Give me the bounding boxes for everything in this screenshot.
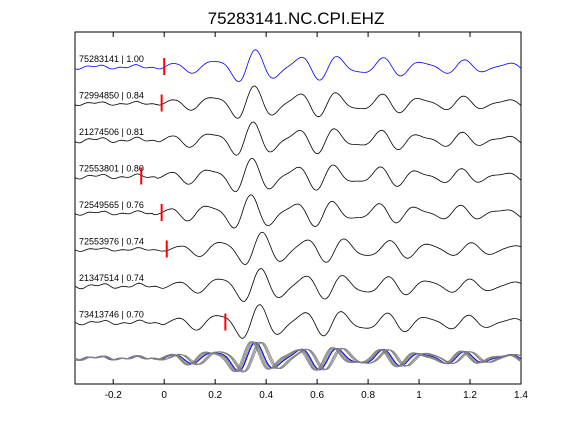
trace-label-5: 72553976 | 0.74 [79, 237, 144, 247]
trace-line-7 [74, 304, 522, 339]
trace-label-4: 72549565 | 0.76 [79, 200, 144, 210]
trace-line-4 [74, 194, 522, 229]
trace-line-3 [74, 157, 522, 193]
trace-label-6: 21347514 | 0.74 [79, 273, 144, 283]
trace-label-7: 73413746 | 0.70 [79, 310, 144, 320]
x-tick-label-5: 0.8 [361, 390, 375, 401]
x-tick-label-7: 1.2 [463, 390, 477, 401]
x-tick-label-0: -0.2 [105, 390, 123, 401]
trace-label-3: 72553801 | 0.80 [79, 164, 144, 174]
trace-line-1 [74, 85, 522, 119]
x-axis: -0.2 0 0.2 0.4 0.6 0.8 1 1.2 1.4 [105, 32, 528, 401]
trace-label-0: 75283141 | 1.00 [79, 54, 144, 64]
stack-line-7 [74, 341, 522, 373]
trace-label-1: 72994850 | 0.84 [79, 91, 144, 101]
stack-overlay [74, 341, 522, 373]
x-tick-label-3: 0.4 [259, 390, 273, 401]
trace-group: 75283141 | 1.00 72994850 | 0.84 21274506 |… [74, 49, 522, 339]
chart-title: 75283141.NC.CPI.EHZ [208, 9, 385, 28]
trace-line-0 [74, 49, 522, 82]
x-tick-label-1: 0 [161, 390, 167, 401]
trace-line-6 [74, 268, 522, 302]
x-tick-label-8: 1.4 [514, 390, 528, 401]
trace-line-5 [74, 231, 522, 266]
trace-label-2: 21274506 | 0.81 [79, 127, 144, 137]
x-tick-label-6: 1 [416, 390, 422, 401]
trace-line-2 [74, 121, 522, 156]
x-tick-label-2: 0.2 [208, 390, 222, 401]
x-tick-label-4: 0.6 [310, 390, 324, 401]
plot-frame [74, 31, 522, 385]
